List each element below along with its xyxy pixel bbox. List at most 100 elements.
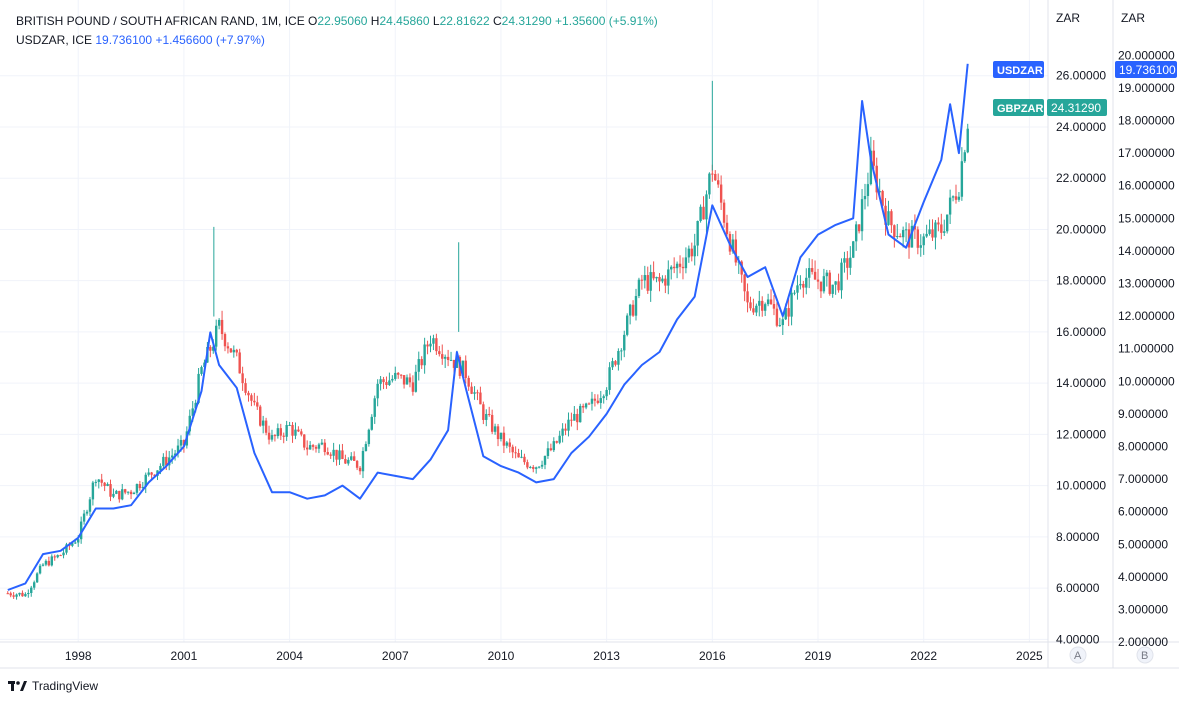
scale-button-a-label[interactable]: A [1074,650,1082,662]
gbpzar-name-badge [993,99,1044,116]
gbpzar-candle-body [520,456,523,458]
axis-a-tick-label: 8.00000 [1056,530,1100,544]
gbpzar-candle-body [235,349,238,353]
gbpzar-candle-body [769,299,773,305]
scale-button-a[interactable]: A [1069,646,1087,664]
x-axis-tick-label: 2010 [488,649,515,663]
gbpzar-candle-body [743,274,746,292]
gbpzar-candle-body [197,373,200,403]
gbpzar-candle-body [41,564,45,566]
gbpzar-candle-body [347,459,350,464]
axis-b-tick-label: 6.000000 [1118,505,1168,519]
gbpzar-candle-body [617,350,620,365]
gbpzar-candle-body [640,279,644,281]
gbpzar-candle-body [887,211,890,225]
gbpzar-candle-body [173,453,177,456]
gbpzar-candle-body [552,441,556,451]
gbpzar-candle-body [77,539,80,543]
gbpzar-candle-body [32,582,36,588]
axis-b-tick-label: 5.000000 [1118,537,1168,551]
gbpzar-candle-body [408,377,412,383]
gbpzar-value-badge [1047,99,1107,116]
gbpzar-candle-body [294,429,297,436]
gbpzar-candle-body [244,383,247,393]
gbpzar-candle-body [954,196,958,200]
axis-a-tick-label: 4.00000 [1056,632,1100,646]
gbpzar-candle-body [849,257,852,268]
scale-button-b-label[interactable]: B [1141,650,1148,662]
gbpzar-candle-body [593,398,597,401]
gbpzar-candle-body [755,305,758,313]
tradingview-brand[interactable]: TradingView [8,679,98,693]
gbpzar-candle-body [59,555,62,557]
gbpzar-candle-body [376,383,379,399]
gbpzar-candle-body [226,346,230,349]
gbpzar-candle-body [394,372,397,379]
gbpzar-candle-body [960,161,964,197]
gbpzar-candle-body [18,592,21,595]
gbpzar-candle-body [810,268,814,272]
gbpzar-candle-body [323,442,327,453]
gbpzar-candle-body [144,474,147,487]
gbpzar-candle-body [109,484,112,497]
gbpzar-candle-body [250,395,253,401]
axis-b-tick-label: 2.000000 [1118,635,1168,649]
gbpzar-candle-body [429,343,432,347]
gbpzar-candle-body [611,361,614,368]
gbpzar-candle-body [35,573,39,583]
gbpzar-candle-body [306,447,309,450]
gbpzar-candle-body [678,263,682,267]
gbpzar-candle-body [220,319,224,335]
gbpzar-candle-body [505,442,509,446]
x-axis-tick-label: 2001 [171,649,198,663]
gbpzar-candle-body [772,304,776,309]
gbpzar-candle-body [502,432,506,446]
price-axis-a[interactable]: ZAR 4.00000 6.00000 8.00000 10.00000 12.0000… [1056,11,1106,646]
gbpzar-candle-body [165,456,168,466]
price-axis-b[interactable]: ZAR 2.000000 3.000000 4.000000 5.000000 6.00… [1118,11,1175,649]
axis-b-tick-label: 11.000000 [1118,342,1174,356]
gbpzar-candle-body [496,426,500,440]
gbpzar-candle-body [901,230,905,238]
gbpzar-candle-body [47,560,51,566]
axis-b-tick-label: 15.000000 [1118,211,1175,225]
gbpzar-candle-body [411,382,415,392]
gbpzar-candle-body [746,291,749,303]
legend-open-value: 22.95060 [317,14,368,28]
gbpzar-candle-body [940,224,943,233]
gbpzar-candle-body [822,276,826,292]
gbpzar-candle-body [963,152,967,162]
gbpzar-candle-body [696,221,699,246]
gbpzar-candle-body [602,396,605,399]
gbpzar-candle-body [217,319,221,326]
gbpzar-candle-body [514,452,517,454]
gbpzar-candle-body [420,359,423,366]
legend-change: +1.35600 (+5.91%) [555,14,658,28]
gbpzar-candle-body [259,406,262,426]
gbpzar-candle-body [364,444,368,451]
legend-compare-title[interactable]: USDZAR, ICE [16,33,93,47]
gbpzar-candle-body [546,448,550,457]
gbpzar-candle-body [543,456,547,465]
gbpzar-candle-body [643,275,647,281]
gbpzar-candle-body [106,484,109,487]
x-axis-tick-label: 2007 [382,649,409,663]
gbpzar-candle-body [147,472,150,475]
gbpzar-candle-body [12,595,15,597]
scale-button-b[interactable]: B [1136,646,1154,664]
gbpzar-candle-body [320,442,324,445]
gbpzar-candle-body [308,445,312,450]
axis-a-tick-label: 18.00000 [1056,274,1106,288]
gbpzar-candle-body [467,377,470,387]
gbpzar-candle-body [441,354,444,359]
tradingview-logo-icon [8,681,27,691]
gbpzar-candle-body [790,292,793,317]
legend-main-title[interactable]: BRITISH POUND / SOUTH AFRICAN RAND, 1M, … [16,14,305,28]
gbpzar-candle-body [843,258,846,263]
gbpzar-candle-body [793,292,796,294]
x-axis[interactable]: 1998 2001 2004 2007 2010 2013 2016 2019 2022 2025 [65,649,1043,663]
gbpzar-candle-body [417,359,420,372]
gbpzar-candle-body [367,429,371,445]
